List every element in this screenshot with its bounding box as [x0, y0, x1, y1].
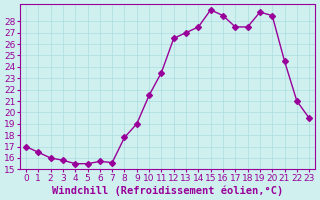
X-axis label: Windchill (Refroidissement éolien,°C): Windchill (Refroidissement éolien,°C)	[52, 185, 283, 196]
